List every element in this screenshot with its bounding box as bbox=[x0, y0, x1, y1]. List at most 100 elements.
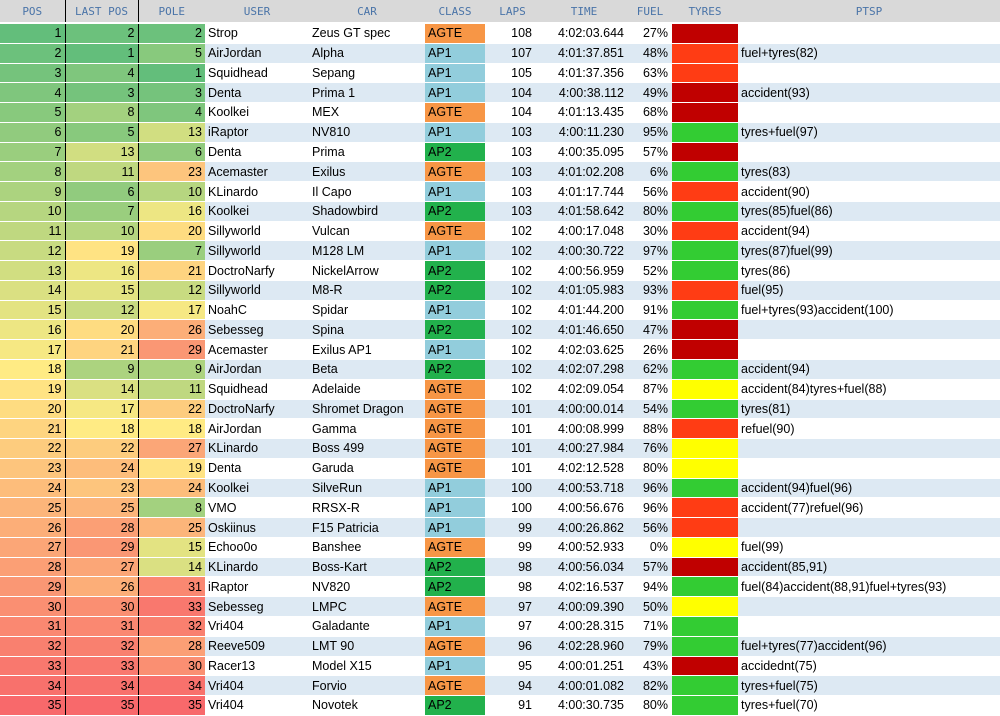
laps-cell: 107 bbox=[485, 43, 540, 64]
ptsp-cell bbox=[738, 142, 1000, 163]
fuel-cell: 96% bbox=[628, 497, 672, 519]
table-row[interactable]: 8 11 23 Acemaster Exilus AGTE 103 4:01:02.208 6%… bbox=[0, 161, 1000, 183]
table-row[interactable]: 4 3 3 Denta Prima 1 AP1 104 4:00:38.112 49% accid… bbox=[0, 82, 1000, 104]
last-pos-cell: 15 bbox=[64, 280, 138, 301]
table-row[interactable]: 19 14 11 Squidhead Adelaide AGTE 102 4:02:09.05… bbox=[0, 379, 1000, 400]
pos-cell: 14 bbox=[0, 280, 65, 301]
tyres-indicator bbox=[672, 675, 738, 697]
class-badge: AGTE bbox=[425, 537, 485, 558]
last-pos-cell: 26 bbox=[64, 576, 138, 598]
pos-cell: 34 bbox=[0, 675, 65, 697]
col-header-laps[interactable]: LAPS bbox=[485, 0, 540, 24]
table-row[interactable]: 1 2 2 Strop Zeus GT spec AGTE 108 4:02:03.644 27… bbox=[0, 23, 1000, 44]
last-pos-cell: 25 bbox=[64, 497, 138, 519]
table-row[interactable]: 35 35 35 Vri404 Novotek AP2 91 4:00:30.735 80% ty… bbox=[0, 695, 1000, 716]
laps-cell: 91 bbox=[485, 695, 540, 716]
car-cell: Spina bbox=[309, 319, 425, 341]
table-row[interactable]: 5 8 4 Koolkei MEX AGTE 104 4:01:13.435 68% bbox=[0, 102, 1000, 123]
user-cell: KLinardo bbox=[205, 438, 309, 459]
user-cell: Vri404 bbox=[205, 695, 309, 716]
col-header-car[interactable]: CAR bbox=[309, 0, 425, 24]
laps-cell: 102 bbox=[485, 260, 540, 281]
col-header-time[interactable]: TIME bbox=[540, 0, 628, 24]
table-row[interactable]: 17 21 29 Acemaster Exilus AP1 AP1 102 4:02:03.6… bbox=[0, 339, 1000, 361]
user-cell: Koolkei bbox=[205, 201, 309, 222]
table-row[interactable]: 18 9 9 AirJordan Beta AP2 102 4:02:07.298 62% acc… bbox=[0, 359, 1000, 380]
tyres-indicator bbox=[672, 576, 738, 598]
table-row[interactable]: 25 25 8 VMO RRSX-R AP1 100 4:00:56.676 96% accide… bbox=[0, 497, 1000, 519]
table-row[interactable]: 27 29 15 Echoo0o Banshee AGTE 99 4:00:52.933 0% f… bbox=[0, 537, 1000, 558]
table-row[interactable]: 11 10 20 Sillyworld Vulcan AGTE 102 4:00:17.048… bbox=[0, 221, 1000, 242]
table-row[interactable]: 21 18 18 AirJordan Gamma AGTE 101 4:00:08.999 88… bbox=[0, 418, 1000, 440]
ptsp-cell: refuel(90) bbox=[738, 418, 1000, 440]
table-row[interactable]: 12 19 7 Sillyworld M128 LM AP1 102 4:00:30.722 9… bbox=[0, 240, 1000, 262]
user-cell: Sillyworld bbox=[205, 240, 309, 262]
laps-cell: 104 bbox=[485, 82, 540, 104]
col-header-class[interactable]: CLASS bbox=[425, 0, 485, 24]
laps-cell: 102 bbox=[485, 319, 540, 341]
table-row[interactable]: 29 26 31 iRaptor NV820 AP2 98 4:02:16.537 94% fue… bbox=[0, 576, 1000, 598]
table-row[interactable]: 33 33 30 Racer13 Model X15 AP1 95 4:00:01.251 43… bbox=[0, 656, 1000, 677]
table-row[interactable]: 7 13 6 Denta Prima AP2 103 4:00:35.095 57% bbox=[0, 142, 1000, 163]
table-row[interactable]: 20 17 22 DoctroNarfy Shromet Dragon AGTE 101 4:… bbox=[0, 399, 1000, 420]
table-row[interactable]: 26 28 25 Oskiinus F15 Patricia AP1 99 4:00:26.8… bbox=[0, 517, 1000, 538]
pole-cell: 9 bbox=[137, 359, 205, 380]
table-row[interactable]: 13 16 21 DoctroNarfy NickelArrow AP2 102 4:00:5… bbox=[0, 260, 1000, 281]
table-row[interactable]: 6 5 13 iRaptor NV810 AP1 103 4:00:11.230 95% tyre… bbox=[0, 122, 1000, 143]
car-cell: NV810 bbox=[309, 122, 425, 143]
time-cell: 4:00:27.984 bbox=[540, 438, 628, 459]
tyres-indicator bbox=[672, 695, 738, 716]
pos-cell: 21 bbox=[0, 418, 65, 440]
pos-cell: 13 bbox=[0, 260, 65, 281]
ptsp-cell: tyres(85)fuel(86) bbox=[738, 201, 1000, 222]
pos-cell: 28 bbox=[0, 557, 65, 578]
table-row[interactable]: 15 12 17 NoahC Spidar AP1 102 4:01:44.200 91% fue… bbox=[0, 300, 1000, 321]
ptsp-cell bbox=[738, 102, 1000, 123]
last-pos-cell: 19 bbox=[64, 240, 138, 262]
table-row[interactable]: 32 32 28 Reeve509 LMT 90 AGTE 96 4:02:28.960 79%… bbox=[0, 636, 1000, 657]
table-row[interactable]: 28 27 14 KLinardo Boss-Kart AP2 98 4:00:56.034 5… bbox=[0, 557, 1000, 578]
table-row[interactable]: 24 23 24 Koolkei SilveRun AP1 100 4:00:53.718 96… bbox=[0, 478, 1000, 499]
pos-cell: 10 bbox=[0, 201, 65, 222]
pos-cell: 25 bbox=[0, 497, 65, 519]
col-header-user[interactable]: USER bbox=[205, 0, 309, 24]
user-cell: Sebesseg bbox=[205, 319, 309, 341]
table-row[interactable]: 10 7 16 Koolkei Shadowbird AP2 103 4:01:58.642 8… bbox=[0, 201, 1000, 222]
pole-cell: 30 bbox=[137, 656, 205, 677]
table-row[interactable]: 31 31 32 Vri404 Galadante AP1 97 4:00:28.315 71% bbox=[0, 616, 1000, 637]
table-row[interactable]: 14 15 12 Sillyworld M8-R AP2 102 4:01:05.983 93%… bbox=[0, 280, 1000, 301]
table-row[interactable]: 3 4 1 Squidhead Sepang AP1 105 4:01:37.356 63% bbox=[0, 63, 1000, 84]
user-cell: DoctroNarfy bbox=[205, 260, 309, 281]
pos-cell: 11 bbox=[0, 221, 65, 242]
table-row[interactable]: 22 22 27 KLinardo Boss 499 AGTE 101 4:00:27.984… bbox=[0, 438, 1000, 459]
last-pos-cell: 28 bbox=[64, 517, 138, 538]
time-cell: 4:02:16.537 bbox=[540, 576, 628, 598]
col-header-fuel[interactable]: FUEL bbox=[628, 0, 672, 24]
class-badge: AP2 bbox=[425, 359, 485, 380]
tyres-indicator bbox=[672, 240, 738, 262]
table-row[interactable]: 34 34 34 Vri404 Forvio AGTE 94 4:00:01.082 82% ty… bbox=[0, 675, 1000, 697]
time-cell: 4:01:13.435 bbox=[540, 102, 628, 123]
class-badge: AGTE bbox=[425, 221, 485, 242]
col-header-pole[interactable]: POLE bbox=[137, 0, 205, 24]
table-row[interactable]: 30 30 33 Sebesseg LMPC AGTE 97 4:00:09.390 50% bbox=[0, 596, 1000, 617]
time-cell: 4:01:44.200 bbox=[540, 300, 628, 321]
fuel-cell: 91% bbox=[628, 300, 672, 321]
user-cell: Koolkei bbox=[205, 478, 309, 499]
tyres-indicator bbox=[672, 616, 738, 637]
last-pos-cell: 29 bbox=[64, 537, 138, 558]
col-header-pos[interactable]: POS bbox=[0, 0, 65, 24]
col-header-ptsp[interactable]: PTSP bbox=[738, 0, 1000, 24]
table-row[interactable]: 9 6 10 KLinardo Il Capo AP1 103 4:01:17.744 56% a… bbox=[0, 181, 1000, 202]
last-pos-cell: 24 bbox=[64, 458, 138, 479]
laps-cell: 102 bbox=[485, 280, 540, 301]
last-pos-cell: 4 bbox=[64, 63, 138, 84]
last-pos-cell: 13 bbox=[64, 142, 138, 163]
user-cell: Sebesseg bbox=[205, 596, 309, 617]
user-cell: AirJordan bbox=[205, 418, 309, 440]
table-row[interactable]: 23 24 19 Denta Garuda AGTE 101 4:02:12.528 80% bbox=[0, 458, 1000, 479]
col-header-tyres[interactable]: TYRES bbox=[672, 0, 738, 24]
table-row[interactable]: 16 20 26 Sebesseg Spina AP2 102 4:01:46.650 47% bbox=[0, 319, 1000, 341]
table-row[interactable]: 2 1 5 AirJordan Alpha AP1 107 4:01:37.851 48% fue… bbox=[0, 43, 1000, 64]
col-header-last-pos[interactable]: LAST POS bbox=[64, 0, 138, 24]
